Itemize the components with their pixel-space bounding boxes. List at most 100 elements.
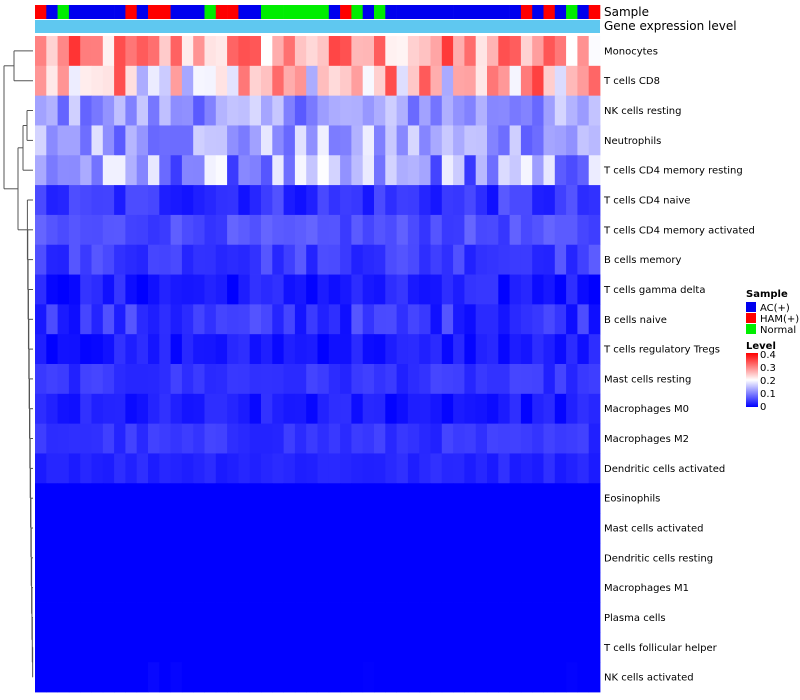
heatmap-cell: [509, 572, 522, 603]
sample-annotation-cell: [374, 5, 386, 19]
heatmap-cell: [464, 155, 477, 186]
heatmap-cell: [261, 214, 273, 246]
heatmap-cell: [136, 65, 149, 97]
heatmap-cell: [249, 602, 262, 633]
heatmap-cell: [136, 572, 149, 603]
heatmap-cell: [170, 632, 183, 663]
heatmap-cell: [430, 572, 443, 603]
heatmap-cell: [272, 334, 284, 365]
heatmap-cell: [374, 423, 386, 454]
heatmap-cell: [91, 36, 104, 67]
heatmap-cell: [566, 334, 578, 365]
heatmap-cell: [554, 572, 567, 603]
heatmap-cell: [91, 453, 104, 484]
heatmap-cell: [588, 65, 601, 97]
heatmap-cell: [328, 364, 341, 395]
heatmap-cell: [261, 602, 273, 633]
heatmap-cell: [543, 513, 556, 544]
heatmap-cell: [159, 453, 171, 484]
heatmap-cell: [374, 214, 386, 246]
row-label: T cells CD4 memory activated: [603, 225, 755, 236]
heatmap-cell: [317, 244, 330, 275]
heatmap-cell: [588, 185, 601, 216]
heatmap-cell: [475, 393, 488, 425]
heatmap-cell: [588, 36, 601, 67]
heatmap-cell: [249, 244, 262, 275]
heatmap-cell: [374, 393, 386, 425]
heatmap-cell: [577, 453, 590, 484]
heatmap-cell: [374, 95, 386, 126]
heatmap-cell: [588, 542, 601, 574]
heatmap-cell: [91, 423, 104, 454]
heatmap-cell: [588, 125, 601, 156]
heatmap-cell: [419, 334, 431, 365]
heatmap-cell: [306, 65, 318, 97]
heatmap-cell: [35, 572, 47, 603]
heatmap-cell: [170, 155, 183, 186]
sample-annotation-cell: [80, 5, 92, 19]
row-label: Macrophages M0: [604, 404, 689, 415]
heatmap-cell: [487, 423, 499, 454]
heatmap-cell: [351, 483, 364, 514]
heatmap-cell: [362, 155, 375, 186]
heatmap-cell: [80, 95, 92, 126]
heatmap-cell: [227, 393, 239, 425]
heatmap-cell: [148, 513, 160, 544]
heatmap-cell: [57, 244, 70, 275]
heatmap-cell: [238, 244, 251, 275]
heatmap-cell: [577, 602, 590, 633]
heatmap-cell: [498, 632, 510, 663]
heatmap-cell: [441, 632, 454, 663]
heatmap-cell: [249, 65, 262, 97]
heatmap-cell: [487, 95, 499, 126]
heatmap-cell: [475, 185, 488, 216]
heatmap-cell: [520, 483, 533, 514]
heatmap-cell: [238, 65, 251, 97]
heatmap-cell: [170, 214, 183, 246]
heatmap-cell: [396, 244, 409, 275]
heatmap-cell: [396, 662, 409, 693]
sample-annotation-cell: [181, 5, 194, 19]
heatmap-cell: [68, 95, 81, 126]
heatmap-cell: [430, 453, 443, 484]
heatmap-cell: [35, 185, 47, 216]
heatmap-cell: [577, 513, 590, 544]
heatmap-cell: [317, 542, 330, 574]
heatmap-cell: [532, 214, 544, 246]
heatmap-cell: [588, 453, 601, 484]
heatmap-cell: [374, 364, 386, 395]
heatmap-cell: [35, 513, 47, 544]
heatmap-cell: [487, 155, 499, 186]
heatmap-cell: [532, 304, 544, 335]
heatmap-cell: [114, 185, 126, 216]
heatmap-cell: [114, 214, 126, 246]
heatmap-cell: [159, 513, 171, 544]
heatmap-cell: [294, 95, 307, 126]
heatmap-cell: [407, 632, 420, 663]
heatmap-cell: [193, 542, 205, 574]
heatmap-cell: [215, 364, 228, 395]
heatmap-cell: [441, 364, 454, 395]
sample-annotation-cell: [227, 5, 239, 19]
heatmap-cell: [475, 662, 488, 693]
heatmap-cell: [283, 155, 296, 186]
heatmap-cell: [464, 95, 477, 126]
heatmap-cell: [294, 602, 307, 633]
heatmap-cell: [181, 244, 194, 275]
heatmap-cell: [430, 483, 443, 514]
heatmap-cell: [588, 304, 601, 335]
heatmap-cell: [520, 513, 533, 544]
heatmap-cell: [159, 304, 171, 335]
heatmap-cell: [193, 483, 205, 514]
heatmap-cell: [238, 513, 251, 544]
heatmap-cell: [272, 513, 284, 544]
heatmap-cell: [215, 155, 228, 186]
legend-level-colorbar: [746, 353, 758, 407]
heatmap-cell: [68, 572, 81, 603]
heatmap-cell: [328, 244, 341, 275]
heatmap-cell: [204, 274, 217, 305]
heatmap-cell: [294, 542, 307, 574]
heatmap-cell: [46, 95, 58, 126]
heatmap-cell: [136, 453, 149, 484]
heatmap-cell: [498, 662, 510, 693]
